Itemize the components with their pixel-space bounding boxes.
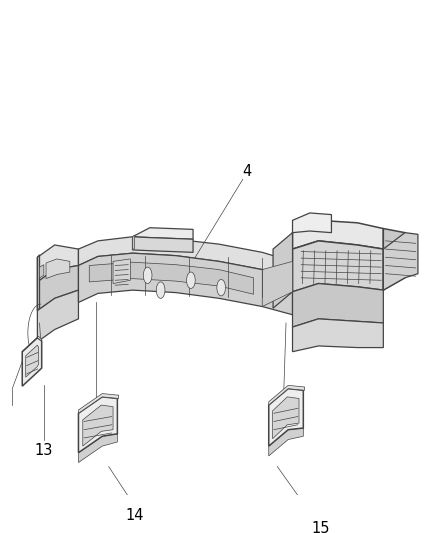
Polygon shape bbox=[78, 237, 293, 278]
Circle shape bbox=[143, 267, 152, 284]
Circle shape bbox=[187, 272, 195, 288]
Polygon shape bbox=[293, 213, 332, 232]
Polygon shape bbox=[293, 319, 383, 352]
Polygon shape bbox=[113, 259, 131, 284]
Polygon shape bbox=[133, 235, 134, 250]
Circle shape bbox=[217, 279, 226, 296]
Polygon shape bbox=[78, 253, 293, 315]
Polygon shape bbox=[26, 345, 39, 377]
Polygon shape bbox=[269, 385, 304, 405]
Polygon shape bbox=[22, 338, 42, 386]
Polygon shape bbox=[293, 284, 383, 327]
Polygon shape bbox=[78, 397, 117, 453]
Polygon shape bbox=[293, 241, 383, 292]
Polygon shape bbox=[383, 232, 418, 290]
Polygon shape bbox=[37, 265, 78, 311]
Polygon shape bbox=[273, 232, 293, 308]
Text: 13: 13 bbox=[35, 443, 53, 458]
Polygon shape bbox=[46, 259, 70, 279]
Polygon shape bbox=[37, 255, 39, 311]
Polygon shape bbox=[89, 262, 254, 294]
Polygon shape bbox=[133, 237, 193, 252]
Polygon shape bbox=[383, 229, 405, 290]
Polygon shape bbox=[269, 389, 304, 446]
Polygon shape bbox=[78, 393, 119, 413]
Polygon shape bbox=[37, 290, 78, 342]
Text: 14: 14 bbox=[125, 508, 144, 523]
Polygon shape bbox=[39, 265, 44, 278]
Polygon shape bbox=[22, 336, 42, 352]
Text: 15: 15 bbox=[311, 521, 330, 533]
Polygon shape bbox=[37, 245, 78, 282]
Polygon shape bbox=[78, 434, 117, 463]
Text: 4: 4 bbox=[243, 164, 252, 179]
Polygon shape bbox=[272, 397, 299, 439]
Polygon shape bbox=[269, 428, 304, 456]
Polygon shape bbox=[293, 220, 383, 249]
Circle shape bbox=[156, 282, 165, 298]
Polygon shape bbox=[262, 261, 293, 306]
Polygon shape bbox=[133, 228, 193, 239]
Polygon shape bbox=[83, 405, 113, 446]
